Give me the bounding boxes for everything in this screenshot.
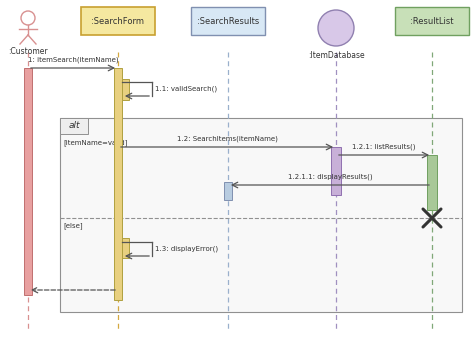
Text: 1.2.1: listResults(): 1.2.1: listResults() xyxy=(352,143,416,150)
Bar xyxy=(331,147,341,195)
Text: :ItemDatabase: :ItemDatabase xyxy=(308,51,365,60)
Text: :Customer: :Customer xyxy=(8,47,48,56)
Bar xyxy=(427,155,437,210)
FancyBboxPatch shape xyxy=(191,7,265,35)
FancyBboxPatch shape xyxy=(81,7,155,35)
Text: :SearchResults: :SearchResults xyxy=(197,16,259,25)
Text: [itemName=valid]: [itemName=valid] xyxy=(63,139,128,146)
Text: alt: alt xyxy=(68,121,80,131)
Bar xyxy=(60,118,462,312)
FancyBboxPatch shape xyxy=(395,7,469,35)
Text: :ResultList: :ResultList xyxy=(410,16,454,25)
Bar xyxy=(24,68,32,295)
Text: 1.3: displayError(): 1.3: displayError() xyxy=(155,246,218,252)
Text: 1.1: validSearch(): 1.1: validSearch() xyxy=(155,86,217,92)
Text: 1: itemSearch(itemName): 1: itemSearch(itemName) xyxy=(27,57,118,63)
Text: 1.2.1.1: displayResults(): 1.2.1.1: displayResults() xyxy=(288,173,372,180)
Bar xyxy=(224,182,232,200)
Text: 1.2: SearchItems(itemName): 1.2: SearchItems(itemName) xyxy=(176,135,277,142)
Bar xyxy=(122,79,129,100)
Circle shape xyxy=(318,10,354,46)
Bar xyxy=(114,68,122,300)
Text: [else]: [else] xyxy=(63,222,82,229)
Bar xyxy=(60,118,88,134)
Text: :SearchForm: :SearchForm xyxy=(91,16,145,25)
Bar xyxy=(122,238,129,258)
